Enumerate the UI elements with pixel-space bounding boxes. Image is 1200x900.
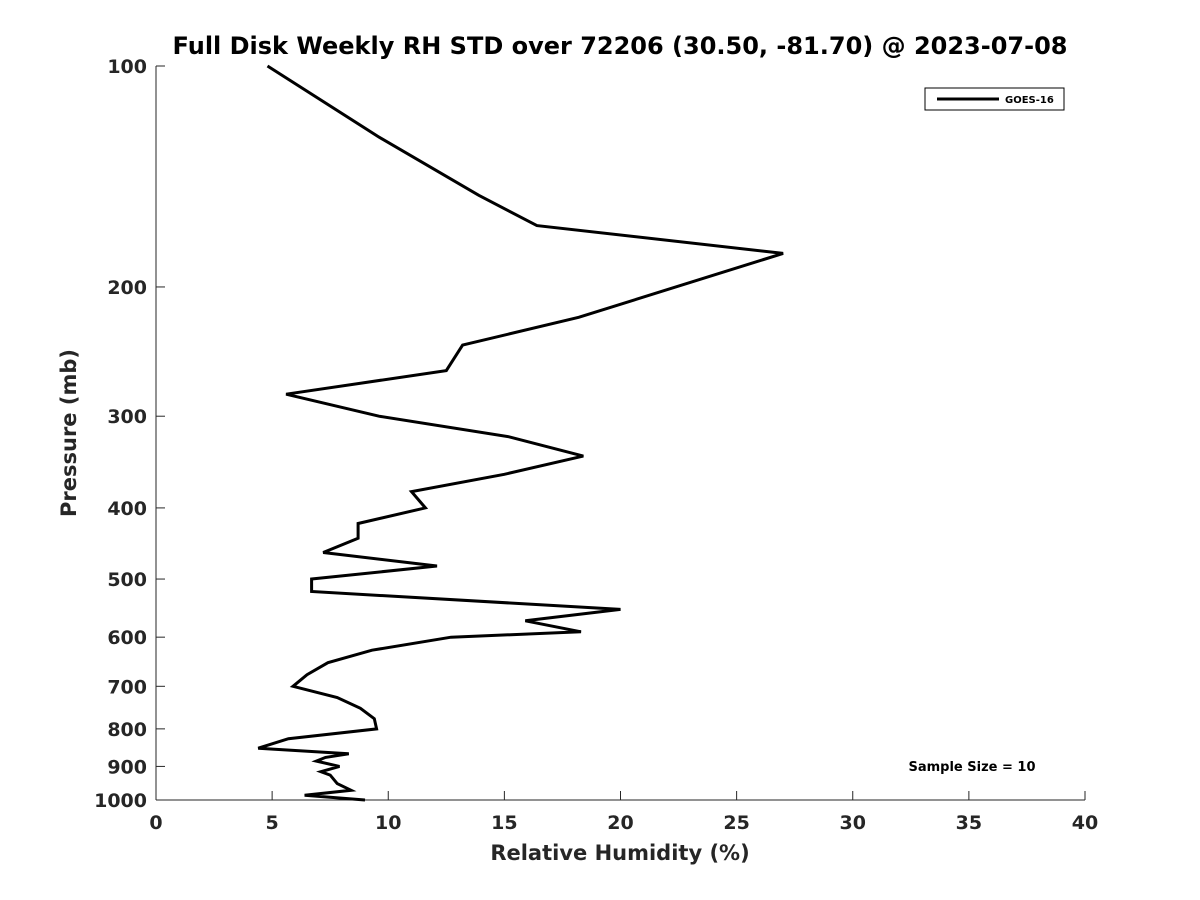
x-tick-label-20: 20 xyxy=(607,812,633,834)
x-axis-label: Relative Humidity (%) xyxy=(490,841,749,865)
y-tick-label-400: 400 xyxy=(107,498,147,520)
x-tick-label-35: 35 xyxy=(956,812,982,834)
y-tick-label-1000: 1000 xyxy=(94,790,147,812)
y-tick-label-800: 800 xyxy=(107,719,147,741)
x-tick-label-40: 40 xyxy=(1072,812,1098,834)
x-tick-label-10: 10 xyxy=(375,812,401,834)
y-tick-label-700: 700 xyxy=(107,676,147,698)
series-layer xyxy=(257,64,784,802)
x-tick-label-15: 15 xyxy=(491,812,517,834)
x-tick-label-30: 30 xyxy=(840,812,866,834)
sample-size-note: Sample Size = 10 xyxy=(908,760,1035,775)
y-axis-ticks: 100 200 300 400 500 600 700 800 900 1000 xyxy=(94,56,165,812)
chart-title: Full Disk Weekly RH STD over 72206 (30.5… xyxy=(173,32,1068,60)
y-tick-label-200: 200 xyxy=(107,277,147,299)
legend-label-goes-16: GOES-16 xyxy=(1005,95,1054,106)
x-axis-ticks: 0 5 10 15 20 25 30 35 40 xyxy=(149,791,1098,834)
legend: GOES-16 xyxy=(924,87,1065,111)
series-line-goes-16 xyxy=(257,64,784,802)
x-tick-label-25: 25 xyxy=(723,812,749,834)
y-tick-label-300: 300 xyxy=(107,406,147,428)
y-tick-label-600: 600 xyxy=(107,627,147,649)
x-tick-label-0: 0 xyxy=(149,812,162,834)
y-axis-label: Pressure (mb) xyxy=(57,349,81,517)
x-tick-label-5: 5 xyxy=(266,812,279,834)
y-tick-label-500: 500 xyxy=(107,569,147,591)
y-tick-label-100: 100 xyxy=(107,56,147,78)
y-tick-label-900: 900 xyxy=(107,756,147,778)
